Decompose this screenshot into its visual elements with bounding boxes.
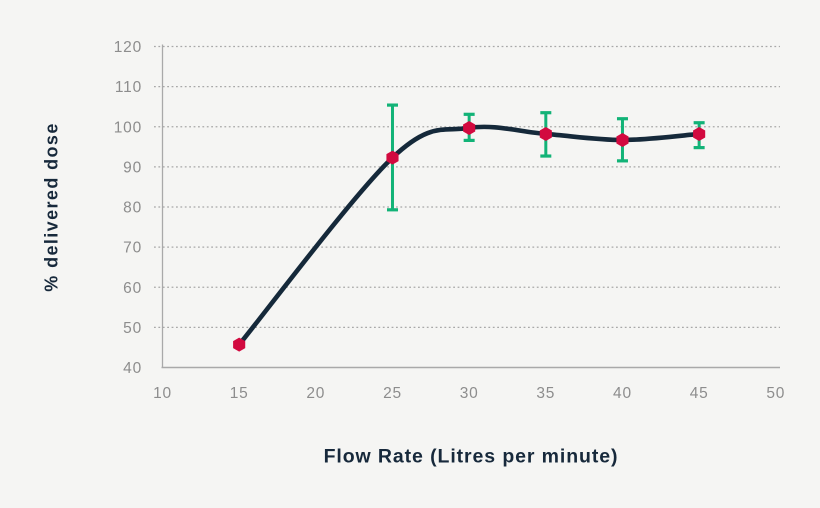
x-tick-label: 35	[536, 385, 555, 402]
data-point-marker	[463, 120, 476, 135]
y-tick-label: 110	[115, 79, 142, 96]
y-tick-label: 50	[123, 320, 142, 337]
x-tick-label: 50	[766, 385, 785, 402]
data-point-marker	[386, 150, 399, 165]
y-tick-label: 80	[123, 200, 142, 217]
x-tick-label: 25	[383, 385, 402, 402]
y-tick-label: 100	[114, 119, 142, 136]
data-point-marker	[693, 126, 706, 141]
y-tick-label: 90	[123, 159, 142, 176]
y-tick-label: 120	[114, 39, 142, 56]
data-point-marker	[233, 337, 246, 352]
x-tick-label: 15	[230, 385, 249, 402]
x-axis-title: Flow Rate (Litres per minute)	[323, 445, 619, 468]
data-point-marker	[539, 126, 552, 141]
data-point-marker	[616, 132, 629, 147]
x-tick-label: 20	[306, 385, 325, 402]
x-tick-label: 45	[690, 385, 709, 402]
x-tick-label: 10	[153, 385, 172, 402]
y-tick-label: 60	[123, 280, 142, 297]
y-tick-label: 70	[123, 240, 142, 257]
x-tick-label: 40	[613, 385, 632, 402]
y-tick-label: 40	[123, 360, 142, 377]
x-tick-label: 30	[460, 385, 479, 402]
data-line	[236, 124, 702, 347]
y-axis-title: % delivered dose	[41, 122, 62, 292]
